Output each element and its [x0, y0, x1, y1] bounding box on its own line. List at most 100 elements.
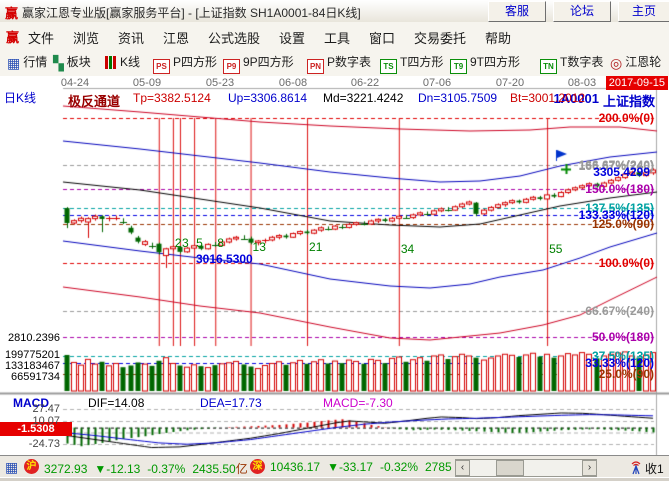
percent-level-label: 125.0%(90): [591, 217, 654, 231]
kline-icon: [103, 56, 117, 69]
date-axis-label: 05-09: [132, 77, 162, 89]
macd-value-label: MACD=-7.30: [323, 396, 393, 410]
percent-level-label: 200.0%(0): [598, 111, 654, 125]
low-price-label: 3016.5300: [196, 252, 253, 266]
menu-bar: 赢 文件 浏览 资讯 江恩 公式选股 设置 工具 窗口 交易委托 帮助: [0, 22, 669, 49]
toolbar-item-T数字表[interactable]: TN T数字表: [540, 53, 603, 74]
menu-item-工具[interactable]: 工具: [324, 31, 351, 46]
p-square-icon: PS: [153, 59, 170, 74]
volume-axis-label: 66591734: [11, 371, 60, 383]
date-axis-label: 06-22: [350, 77, 380, 89]
symbol-name: 上证指数: [602, 94, 655, 109]
percent-level-label: 100.0%(0): [598, 256, 654, 270]
macd-dif-label: DIF=14.08: [88, 396, 145, 410]
quotes-grid-icon: ▦: [7, 55, 21, 71]
symbol-code: 1A0001: [553, 91, 599, 106]
fib-count-label: 34: [400, 242, 415, 256]
quotes-grid-icon[interactable]: ▦: [5, 459, 19, 475]
menu-item-交易委托[interactable]: 交易委托: [414, 31, 467, 46]
percent-level-label: 166.67%(240): [578, 158, 654, 172]
status-right-text: 收1: [645, 462, 664, 476]
gann-wheel-icon: ◎: [610, 55, 623, 71]
fib-count-label: 21: [309, 240, 323, 254]
percent-level-label: 137.5%(135): [585, 201, 654, 215]
menu-item-资讯[interactable]: 资讯: [118, 31, 145, 46]
date-axis-label: 07-06: [422, 77, 452, 89]
indicator-param: Bt=3001.2012: [510, 91, 586, 105]
fib-count-label: 3: [181, 236, 189, 250]
customer-service-button[interactable]: 客服: [488, 1, 546, 22]
shanghai-index-quote[interactable]: 3272.93 ▼-12.13 -0.37% 2435.50亿: [44, 460, 248, 477]
ninep-square-icon: P9: [223, 59, 240, 74]
sh-amount-unit: 亿: [235, 462, 248, 476]
sz-amount: 2785.83: [425, 460, 452, 474]
menu-item-江恩[interactable]: 江恩: [163, 31, 190, 46]
date-axis-label: 08-03: [567, 77, 597, 89]
t-square-icon: TS: [380, 59, 397, 74]
current-date-badge: 2017-09-15: [605, 76, 668, 90]
shenzhen-index-quote[interactable]: 10436.17 ▼-33.17 -0.32% 2785.83: [270, 460, 452, 474]
toolbar-item-K线[interactable]: K线: [103, 53, 140, 71]
menu-item-窗口[interactable]: 窗口: [369, 31, 396, 46]
menu-item-帮助[interactable]: 帮助: [485, 31, 512, 46]
macd-title[interactable]: MACD: [13, 396, 49, 410]
menu-item-设置[interactable]: 设置: [279, 31, 306, 46]
forum-button[interactable]: 论坛: [553, 1, 611, 22]
percent-level-label: 25.0%(90): [598, 367, 654, 381]
period-label[interactable]: 日K线: [4, 91, 37, 105]
sh-price: 3272.93: [44, 462, 88, 476]
percent-level-label: 66.67%(240): [585, 304, 654, 318]
toolbar-item-9P四方形[interactable]: P9 9P四方形: [223, 53, 294, 74]
menu-item-浏览[interactable]: 浏览: [73, 31, 100, 46]
price-axis-label: 2810.2396: [8, 332, 60, 344]
volume-axis-label: 133183467: [4, 360, 60, 372]
sz-price: 10436.17: [270, 460, 321, 474]
shanghai-market-icon: 沪: [24, 459, 39, 474]
horizontal-scrollbar[interactable]: ‹ ›: [455, 459, 597, 477]
p-table-icon: PN: [307, 59, 324, 74]
menu-item-公式选股[interactable]: 公式选股: [208, 31, 261, 46]
toolbar-item-江恩轮[interactable]: ◎ 江恩轮: [610, 55, 662, 71]
fib-count-label: 13: [252, 240, 266, 254]
date-axis-label: 07-20: [495, 77, 525, 89]
title-bar: 赢 赢家江恩专业版[赢家服务平台] - [上证指数 SH1A0001-84日K线…: [0, 0, 669, 23]
scrollbar-thumb[interactable]: [496, 460, 524, 476]
macd-current-value-badge: -1.5308: [0, 422, 72, 436]
sz-change: ▼-33.17: [327, 460, 373, 474]
toolbar-item-9T四方形[interactable]: T9 9T四方形: [450, 53, 520, 74]
date-axis-label: 04-24: [60, 77, 90, 89]
kline-chart-canvas[interactable]: [0, 76, 669, 455]
menu-logo-icon: 赢: [6, 30, 20, 45]
sh-pct: -0.37%: [147, 462, 186, 476]
toolbar-item-板块[interactable]: ▚ 板块: [53, 55, 91, 71]
indicator-name: 极反通道: [68, 94, 121, 109]
percent-level-label: 150.0%(180): [585, 182, 654, 196]
status-bar: ▦ 沪 3272.93 ▼-12.13 -0.37% 2435.50亿 深 10436…: [0, 455, 669, 478]
t-table-icon: TN: [540, 59, 557, 74]
sh-amount: 2435.50: [192, 462, 236, 476]
homepage-button[interactable]: 主页: [618, 1, 669, 22]
volume-axis-label: 199775201: [4, 349, 60, 361]
percent-level-label: 133.33%(120): [578, 208, 654, 222]
toolbar-item-P四方形[interactable]: PS P四方形: [153, 53, 217, 74]
fib-count-label: 8: [217, 236, 224, 250]
sh-change: ▼-12.13: [94, 462, 141, 476]
shenzhen-market-icon: 深: [250, 459, 265, 474]
percent-level-label: 50.0%(180): [591, 330, 654, 344]
toolbar-item-T四方形[interactable]: TS T四方形: [380, 53, 443, 74]
fib-count-label: 2: [174, 236, 182, 250]
scroll-left-icon[interactable]: ‹: [455, 460, 470, 476]
app-logo-icon: 赢: [5, 6, 19, 21]
sz-pct: -0.32%: [379, 460, 418, 474]
bottom-frame: [0, 477, 669, 481]
scroll-right-icon[interactable]: ›: [582, 460, 597, 476]
toolbar-item-行情[interactable]: ▦ 行情: [7, 55, 48, 71]
toolbar-item-P数字表[interactable]: PN P数字表: [307, 53, 371, 74]
macd-axis-label: 27.47: [32, 403, 60, 415]
menu-item-文件[interactable]: 文件: [28, 31, 55, 46]
macd-dea-label: DEA=17.73: [200, 396, 262, 410]
indicator-param: Md=3221.4242: [323, 91, 404, 105]
last-price-label: 3305.4299: [593, 165, 650, 179]
sectors-icon: ▚: [53, 55, 64, 71]
